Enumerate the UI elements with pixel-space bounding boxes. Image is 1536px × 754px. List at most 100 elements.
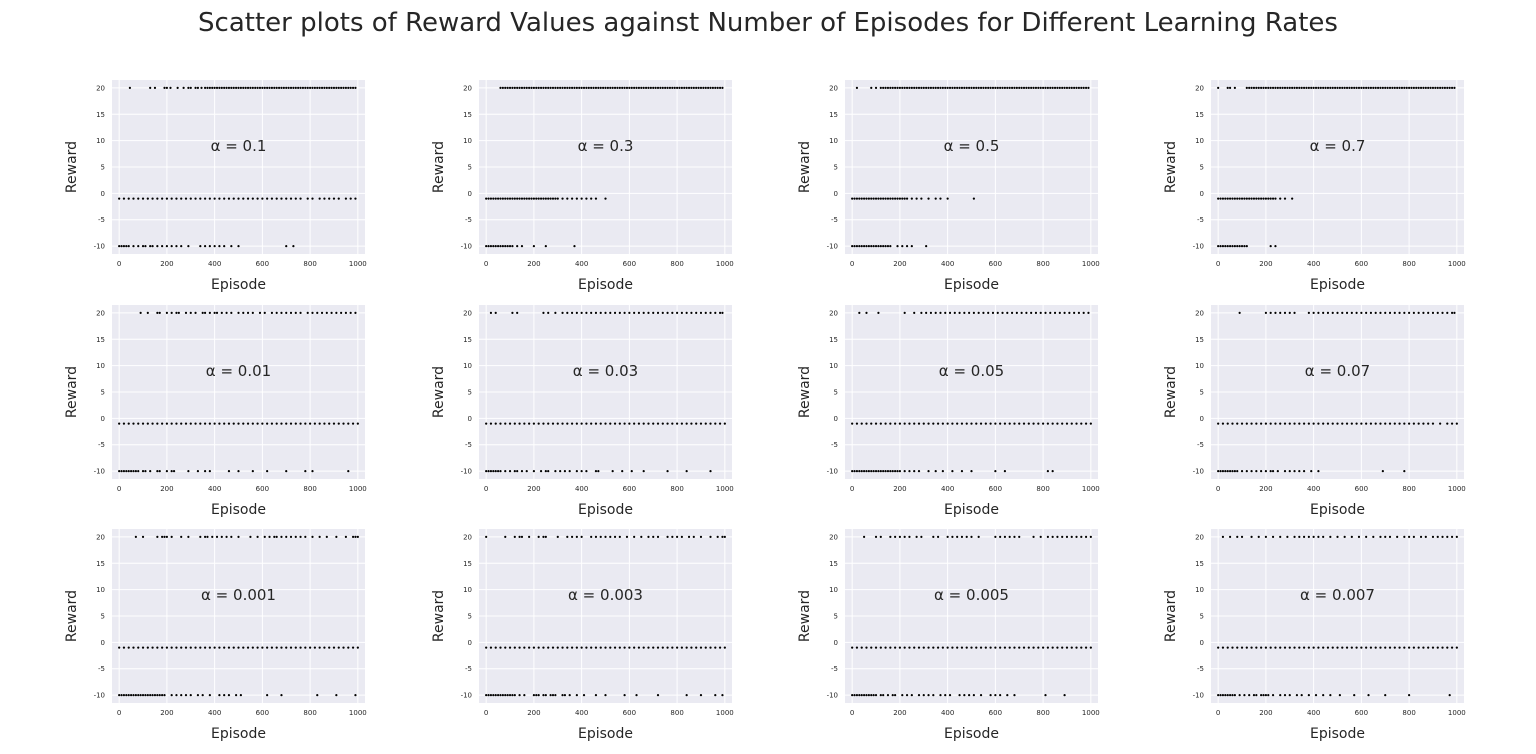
data-point bbox=[1226, 422, 1229, 425]
data-point bbox=[266, 422, 269, 425]
data-point bbox=[599, 646, 602, 649]
data-point bbox=[642, 86, 645, 90]
data-point bbox=[554, 86, 557, 90]
data-point bbox=[903, 311, 906, 315]
data-point bbox=[704, 86, 707, 90]
data-point bbox=[884, 197, 887, 200]
data-point bbox=[189, 197, 192, 200]
x-tick-label: 1000 bbox=[716, 485, 734, 493]
y-tick-label: 5 bbox=[468, 613, 472, 621]
data-point bbox=[1403, 422, 1406, 425]
data-point bbox=[332, 86, 336, 90]
data-point bbox=[547, 469, 550, 473]
x-tick-label: 1000 bbox=[716, 260, 734, 268]
data-point bbox=[287, 86, 290, 90]
data-point bbox=[485, 469, 488, 473]
data-point bbox=[1317, 422, 1320, 425]
data-point bbox=[311, 469, 314, 473]
data-point bbox=[1334, 86, 1337, 90]
data-point bbox=[590, 646, 593, 649]
data-point bbox=[723, 646, 726, 649]
series-reward--1 bbox=[485, 197, 607, 200]
data-point bbox=[1001, 86, 1004, 90]
data-point bbox=[678, 86, 681, 90]
data-point bbox=[266, 86, 269, 90]
data-point bbox=[1022, 422, 1026, 425]
y-tick-label: 0 bbox=[101, 190, 105, 198]
data-point bbox=[144, 693, 147, 697]
data-point bbox=[513, 197, 516, 200]
data-point bbox=[1245, 86, 1248, 90]
data-point bbox=[1322, 646, 1325, 649]
data-point bbox=[960, 469, 964, 473]
data-point bbox=[518, 422, 521, 425]
x-tick-label: 200 bbox=[1259, 260, 1272, 268]
data-point bbox=[652, 646, 655, 649]
data-point bbox=[1307, 693, 1310, 697]
data-point bbox=[867, 469, 870, 473]
data-point bbox=[659, 86, 662, 90]
y-tick-label: 15 bbox=[1195, 111, 1204, 119]
data-point bbox=[196, 693, 200, 697]
data-point bbox=[1034, 86, 1038, 90]
data-point bbox=[141, 646, 145, 649]
data-point bbox=[511, 311, 514, 315]
data-point bbox=[1226, 646, 1229, 649]
data-point bbox=[561, 197, 564, 200]
subplot-1: 0 200 400 600 800 1000-10-505101520EpisodeRew… bbox=[64, 80, 367, 293]
data-point bbox=[991, 86, 995, 90]
data-point bbox=[1084, 535, 1088, 539]
data-point bbox=[1276, 469, 1279, 473]
data-point bbox=[146, 422, 149, 425]
data-point bbox=[1305, 86, 1308, 90]
series-reward-20 bbox=[855, 86, 1090, 90]
data-point bbox=[141, 244, 145, 248]
data-point bbox=[1357, 86, 1361, 90]
data-point bbox=[630, 469, 633, 473]
data-point bbox=[237, 86, 240, 90]
y-tick-label: 0 bbox=[834, 190, 838, 198]
data-point bbox=[1039, 535, 1042, 539]
data-point bbox=[948, 311, 952, 315]
data-point bbox=[1408, 86, 1411, 90]
data-point bbox=[280, 535, 283, 539]
data-point bbox=[125, 244, 128, 248]
data-point bbox=[518, 197, 521, 200]
y-tick-label: 15 bbox=[96, 111, 105, 119]
data-point bbox=[354, 311, 357, 315]
data-point bbox=[227, 469, 231, 473]
data-point bbox=[896, 244, 899, 248]
data-point bbox=[994, 86, 997, 90]
data-point bbox=[225, 311, 228, 315]
data-point bbox=[958, 86, 961, 90]
data-point bbox=[1386, 86, 1389, 90]
data-point bbox=[621, 469, 624, 473]
data-point bbox=[1018, 422, 1021, 425]
data-point bbox=[575, 535, 578, 539]
data-point bbox=[860, 693, 863, 697]
data-point bbox=[676, 535, 679, 539]
data-point bbox=[513, 646, 516, 649]
data-point bbox=[508, 244, 512, 248]
data-point bbox=[1245, 469, 1248, 473]
data-point bbox=[1236, 469, 1239, 473]
data-point bbox=[1312, 311, 1315, 315]
data-point bbox=[609, 646, 612, 649]
data-point bbox=[1236, 646, 1239, 649]
y-tick-label: 10 bbox=[463, 137, 472, 145]
y-tick-label: 20 bbox=[463, 309, 472, 317]
data-point bbox=[1331, 422, 1334, 425]
data-point bbox=[1367, 86, 1370, 90]
data-point bbox=[196, 86, 200, 90]
data-point bbox=[1264, 646, 1267, 649]
data-point bbox=[1025, 311, 1028, 315]
data-point bbox=[1424, 535, 1427, 539]
data-point bbox=[127, 422, 130, 425]
data-point bbox=[1061, 422, 1064, 425]
data-point bbox=[874, 535, 878, 539]
data-point bbox=[170, 693, 173, 697]
data-point bbox=[158, 311, 161, 315]
data-point bbox=[1279, 646, 1282, 649]
data-point bbox=[903, 535, 906, 539]
data-point bbox=[1226, 197, 1229, 200]
